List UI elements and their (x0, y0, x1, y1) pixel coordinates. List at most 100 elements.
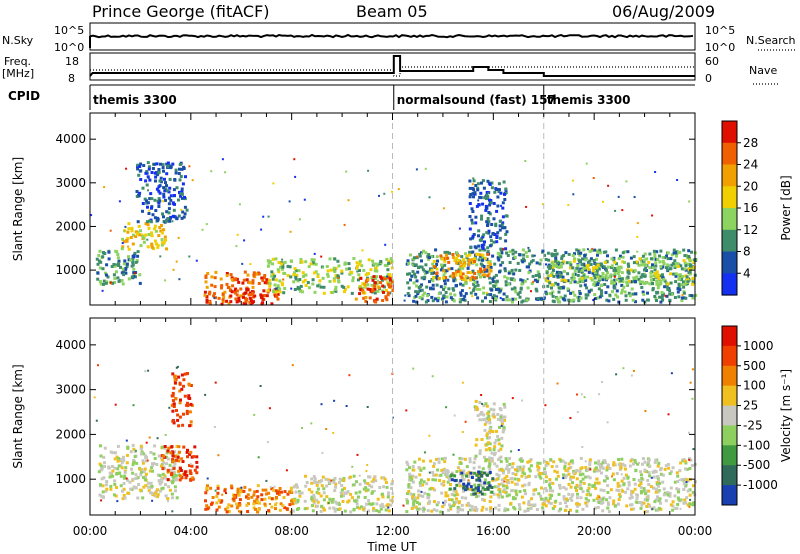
heatmap-cell (134, 230, 138, 234)
heatmap-cell (606, 491, 610, 494)
heatmap-cell (174, 474, 178, 478)
heatmap-cell (569, 465, 573, 469)
x-tick-label: 00:00 (678, 524, 713, 538)
heatmap-cell (662, 487, 666, 491)
heatmap-cell (603, 461, 607, 464)
heatmap-cell (145, 201, 149, 205)
heatmap-cell (180, 192, 184, 196)
heatmap-cell (293, 267, 297, 271)
heatmap-cell (474, 443, 478, 447)
heatmap-cell (322, 285, 326, 289)
heatmap-cell (511, 462, 515, 466)
heatmap-cell (511, 248, 515, 252)
heatmap-cell (495, 472, 499, 476)
heatmap-cell (660, 294, 664, 298)
heatmap-cell (274, 503, 277, 507)
heatmap-cell (153, 457, 157, 460)
heatmap-cell (271, 257, 275, 261)
heatmap-cell (676, 480, 680, 483)
heatmap-cell (692, 266, 696, 269)
heatmap-cell (245, 287, 249, 291)
heatmap-cell (473, 260, 476, 263)
heatmap-cell (680, 278, 683, 282)
heatmap-cell (576, 281, 580, 285)
heatmap-cell (564, 509, 568, 512)
heatmap-cell (502, 484, 505, 488)
heatmap-cell (256, 500, 260, 504)
heatmap-cell (171, 496, 175, 500)
heatmap-cell (606, 271, 609, 275)
heatmap-cell (492, 412, 496, 416)
heatmap-cell (469, 246, 473, 250)
heatmap-cell (626, 487, 630, 491)
heatmap-speck (688, 431, 690, 434)
heatmap-cell (503, 198, 507, 201)
heatmap-speck (390, 262, 393, 265)
heatmap-cell (619, 279, 623, 283)
heatmap-cell (386, 503, 390, 507)
heatmap-cell (251, 281, 255, 285)
heatmap-cell (504, 467, 508, 471)
heatmap-cell (107, 257, 111, 261)
heatmap-cell (246, 502, 250, 506)
heatmap-cell (364, 299, 368, 303)
heatmap-cell (217, 498, 221, 502)
heatmap-cell (162, 461, 166, 465)
heatmap-cell (210, 283, 214, 287)
heatmap-cell (113, 493, 116, 497)
heatmap-cell (132, 461, 136, 464)
heatmap-cell (596, 296, 600, 300)
heatmap-cell (456, 269, 460, 273)
heatmap-cell (440, 468, 444, 472)
heatmap-cell (332, 480, 336, 484)
heatmap-cell (464, 274, 468, 278)
heatmap-cell (123, 496, 127, 500)
heatmap-cell (250, 495, 254, 499)
heatmap-cell (497, 188, 501, 191)
heatmap-cell (457, 268, 461, 272)
heatmap-cell (459, 293, 463, 297)
colorbar-swatch (722, 164, 737, 187)
heatmap-cell (462, 258, 466, 262)
heatmap-cell (270, 270, 274, 274)
heatmap-cell (677, 250, 681, 254)
colorbar-swatch (722, 405, 737, 426)
heatmap-cell (163, 446, 167, 450)
heatmap-cell (648, 266, 652, 270)
heatmap-speck (168, 406, 171, 409)
heatmap-cell (372, 477, 376, 481)
heatmap-cell (289, 489, 293, 493)
heatmap-cell (646, 494, 650, 498)
heatmap-cell (482, 455, 486, 459)
heatmap-cell (122, 240, 126, 244)
heatmap-speck (358, 474, 361, 477)
heatmap-speck (485, 291, 488, 294)
heatmap-cell (592, 259, 596, 262)
heatmap-speck (601, 381, 603, 383)
heatmap-cell (478, 253, 482, 257)
heatmap-cell (676, 287, 680, 291)
heatmap-cell (441, 505, 445, 509)
heatmap-cell (311, 278, 315, 282)
heatmap-cell (658, 254, 661, 258)
heatmap-cell (391, 495, 395, 499)
heatmap-cell (498, 490, 502, 493)
heatmap-cell (548, 483, 551, 487)
heatmap-cell (447, 260, 451, 264)
heatmap-cell (579, 487, 583, 491)
heatmap-cell (311, 260, 315, 264)
heatmap-cell (620, 277, 624, 281)
y-tick-label: 2000 (55, 427, 86, 441)
heatmap-cell (543, 499, 547, 503)
heatmap-cell (629, 256, 633, 260)
heatmap-cell (569, 459, 573, 463)
heatmap-cell (364, 280, 368, 284)
heatmap-speck (290, 287, 293, 290)
heatmap-cell (178, 415, 182, 419)
heatmap-cell (335, 502, 339, 506)
heatmap-cell (304, 484, 308, 488)
heatmap-speck (175, 366, 178, 369)
heatmap-cell (171, 399, 175, 403)
heatmap-cell (690, 464, 694, 467)
heatmap-speck (467, 479, 470, 482)
